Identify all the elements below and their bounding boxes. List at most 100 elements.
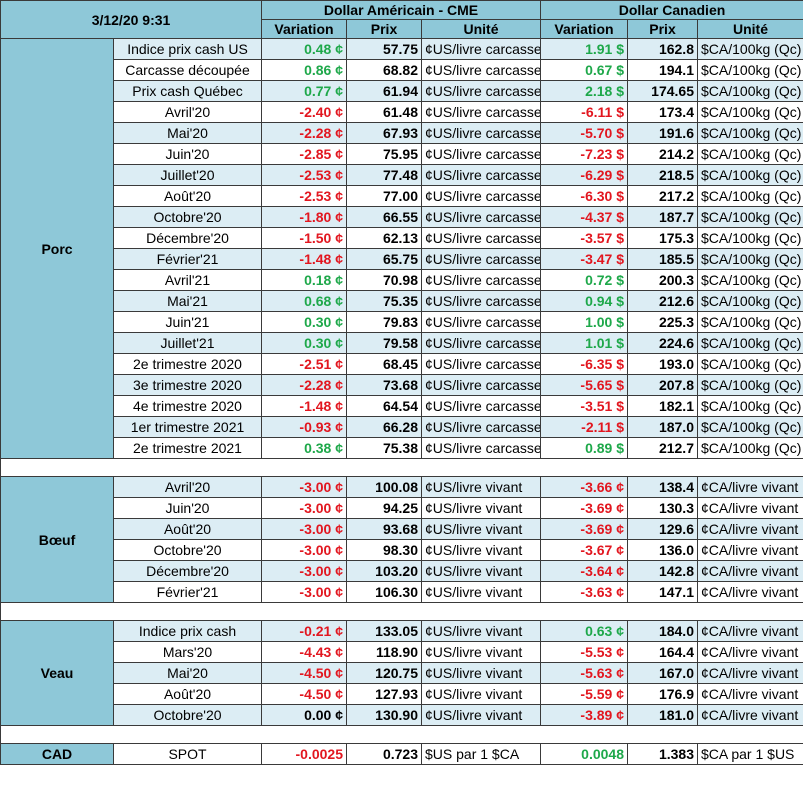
us-variation: -3.00 ¢ [261,497,347,519]
us-unit: ¢US/livre carcasse [421,122,541,144]
ca-unit: ¢CA/livre vivant [696,560,803,582]
contract-label: Août'20 [113,683,262,705]
ca-unit: $CA/100kg (Qc) [696,374,803,396]
ca-price: 185.5 [627,248,698,270]
us-variation: -2.40 ¢ [261,101,347,123]
us-unit: ¢US/livre vivant [421,476,541,498]
us-variation: -0.93 ¢ [261,416,347,438]
us-unit-header: Unité [421,19,541,39]
table-row: Mars'20 -4.43 ¢ 118.90 ¢US/livre vivant -5.5… [1,641,803,663]
ca-unit: $CA/100kg (Qc) [696,59,803,81]
ca-price: 136.0 [627,539,698,561]
contract-label: Avril'21 [113,269,262,291]
ca-price: 187.0 [627,416,698,438]
ca-price: 176.9 [627,683,698,705]
us-price: 120.75 [346,662,422,684]
us-price: 61.48 [346,101,422,123]
contract-label: Mai'20 [113,662,262,684]
boeuf-group-label: Bœuf [0,476,114,603]
contract-label: 3e trimestre 2020 [113,374,262,396]
us-variation: -1.80 ¢ [261,206,347,228]
ca-variation: -4.37 $ [540,206,628,228]
us-price: 127.93 [346,683,422,705]
us-variation: -0.0025 [261,743,347,765]
ca-variation: -5.63 ¢ [540,662,628,684]
us-price: 98.30 [346,539,422,561]
contract-label: Décembre'20 [113,227,262,249]
ca-variation: 2.18 $ [540,80,628,102]
us-unit: ¢US/livre vivant [421,641,541,663]
us-unit: ¢US/livre carcasse [421,59,541,81]
us-price: 62.13 [346,227,422,249]
us-unit: ¢US/livre carcasse [421,248,541,270]
table-row: Prix cash Québec 0.77 ¢ 61.94 ¢US/livre car… [1,80,803,102]
ca-variation: 1.91 $ [540,38,628,60]
contract-label: Octobre'20 [113,704,262,726]
ca-variation: -3.66 ¢ [540,476,628,498]
table-row: Porc Indice prix cash US 0.48 ¢ 57.75 ¢US/li… [0,38,803,459]
table-row: Octobre'20 -1.80 ¢ 66.55 ¢US/livre carcasse… [1,206,803,228]
contract-label: SPOT [113,743,262,765]
us-price: 66.55 [346,206,422,228]
cad-group-label: CAD [0,743,114,765]
us-price: 57.75 [346,38,422,60]
ca-unit: $CA/100kg (Qc) [696,80,803,102]
us-unit: ¢US/livre carcasse [421,227,541,249]
ca-price: 212.7 [627,437,698,459]
ca-price: 1.383 [627,743,698,765]
table-row: 3e trimestre 2020 -2.28 ¢ 73.68 ¢US/livre c… [1,374,803,396]
table-row: Carcasse découpée 0.86 ¢ 68.82 ¢US/livre ca… [1,59,803,81]
us-unit: ¢US/livre carcasse [421,143,541,165]
us-unit: ¢US/livre vivant [421,581,541,603]
ca-unit: $CA/100kg (Qc) [696,206,803,228]
ca-variation: -5.53 ¢ [540,641,628,663]
price-table: 3/12/20 9:31 Dollar Américain - CME Doll… [0,0,803,765]
contract-label: Avril'20 [113,476,262,498]
table-row: Décembre'20 -1.50 ¢ 62.13 ¢US/livre carcass… [1,227,803,249]
ca-variation: -6.11 $ [540,101,628,123]
us-variation: -2.53 ¢ [261,185,347,207]
ca-price: 164.4 [627,641,698,663]
ca-unit: $CA/100kg (Qc) [696,290,803,312]
ca-unit: ¢CA/livre vivant [696,704,803,726]
ca-price: 214.2 [627,143,698,165]
contract-label: Août'20 [113,518,262,540]
contract-label: Mai'21 [113,290,262,312]
ca-unit: $CA/100kg (Qc) [696,122,803,144]
ca-unit: $CA/100kg (Qc) [696,437,803,459]
us-unit: ¢US/livre vivant [421,539,541,561]
table-row: Octobre'20 -3.00 ¢ 98.30 ¢US/livre vivant -3… [1,539,803,561]
us-price: 65.75 [346,248,422,270]
us-price: 77.48 [346,164,422,186]
contract-label: Indice prix cash [113,620,262,642]
us-variation: 0.48 ¢ [261,38,347,60]
ca-price: 182.1 [627,395,698,417]
us-price: 75.38 [346,437,422,459]
ca-variation: 0.94 $ [540,290,628,312]
us-unit: ¢US/livre carcasse [421,332,541,354]
us-dollar-header: Dollar Américain - CME [261,0,541,20]
ca-unit: $CA/100kg (Qc) [696,38,803,60]
ca-variation: 1.00 $ [540,311,628,333]
us-price: 93.68 [346,518,422,540]
us-price: 75.35 [346,290,422,312]
ca-unit: $CA par 1 $US [696,743,803,765]
us-variation-header: Variation [261,19,347,39]
us-unit: ¢US/livre carcasse [421,101,541,123]
us-variation: 0.77 ¢ [261,80,347,102]
contract-label: Août'20 [113,185,262,207]
ca-price: 212.6 [627,290,698,312]
ca-unit: ¢CA/livre vivant [696,683,803,705]
table-row: Bœuf Avril'20 -3.00 ¢ 100.08 ¢US/livre vivan… [0,476,803,603]
us-unit: ¢US/livre carcasse [421,395,541,417]
us-variation: -4.50 ¢ [261,662,347,684]
contract-label: Mai'20 [113,122,262,144]
ca-price: 138.4 [627,476,698,498]
contract-label: Mars'20 [113,641,262,663]
ca-variation: -3.64 ¢ [540,560,628,582]
ca-price: 175.3 [627,227,698,249]
us-variation: -3.00 ¢ [261,560,347,582]
table-row: 2e trimestre 2021 0.38 ¢ 75.38 ¢US/livre ca… [1,437,803,459]
us-variation: -2.28 ¢ [261,374,347,396]
us-price: 106.30 [346,581,422,603]
